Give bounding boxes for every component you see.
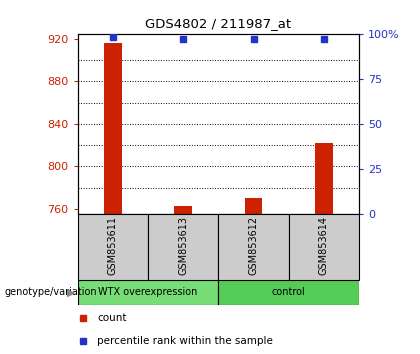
Bar <box>315 143 333 214</box>
Bar <box>245 198 262 214</box>
Text: WTX overexpression: WTX overexpression <box>98 287 198 297</box>
Text: ▶: ▶ <box>67 287 76 297</box>
Text: percentile rank within the sample: percentile rank within the sample <box>97 336 273 346</box>
Text: GSM853613: GSM853613 <box>178 216 188 275</box>
Bar <box>148 214 218 280</box>
Text: GSM853611: GSM853611 <box>108 216 118 275</box>
Text: GSM853614: GSM853614 <box>319 216 329 275</box>
Text: control: control <box>272 287 306 297</box>
Bar <box>218 280 359 305</box>
Bar <box>218 214 289 280</box>
Bar <box>174 206 192 214</box>
Title: GDS4802 / 211987_at: GDS4802 / 211987_at <box>145 17 291 30</box>
Bar <box>289 214 359 280</box>
Bar <box>78 214 148 280</box>
Bar <box>78 280 218 305</box>
Bar <box>104 43 122 214</box>
Text: count: count <box>97 313 127 323</box>
Text: GSM853612: GSM853612 <box>249 216 259 275</box>
Text: genotype/variation: genotype/variation <box>4 287 97 297</box>
